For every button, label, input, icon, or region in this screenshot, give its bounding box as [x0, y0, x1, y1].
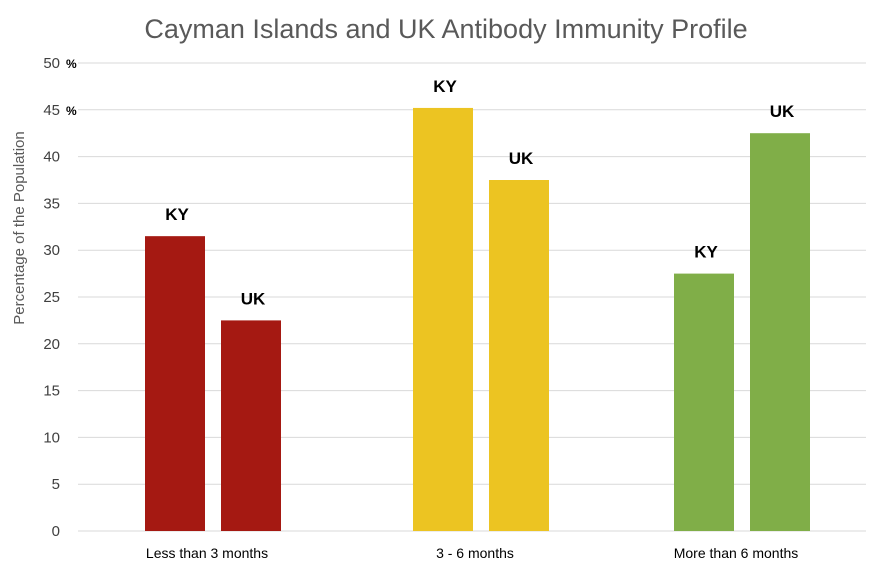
- bar-uk: [221, 320, 281, 531]
- x-category-label: 3 - 6 months: [436, 545, 514, 561]
- y-tick-unit: %: [66, 57, 77, 71]
- x-category-label: More than 6 months: [674, 545, 799, 561]
- bar-ky: [413, 107, 473, 531]
- chart-title: Cayman Islands and UK Antibody Immunity …: [144, 14, 747, 44]
- bar-label: UK: [770, 102, 795, 121]
- bar-ky: [674, 273, 734, 531]
- y-tick-unit: %: [66, 104, 77, 118]
- bar-label: KY: [165, 205, 189, 224]
- y-tick-label: 10: [43, 429, 60, 446]
- bar-ky: [145, 236, 205, 531]
- x-axis-categories: Less than 3 months 3 - 6 months More than …: [146, 545, 798, 561]
- y-tick-label: 5: [52, 476, 60, 493]
- y-tick-label: 15: [43, 383, 60, 400]
- y-tick-label: 0: [52, 523, 60, 540]
- bar-label: UK: [241, 289, 266, 308]
- y-tick-label: 45: [43, 102, 60, 119]
- bar-label: KY: [433, 77, 457, 96]
- y-axis-label: Percentage of the Population: [11, 131, 28, 324]
- bar-uk: [489, 180, 549, 531]
- bars: KY UK KY UK KY UK: [145, 77, 810, 531]
- y-tick-label: 25: [43, 289, 60, 306]
- bar-label: UK: [509, 149, 534, 168]
- y-tick-label: 35: [43, 195, 60, 212]
- bar-uk: [750, 133, 810, 531]
- y-tick-label: 40: [43, 149, 60, 166]
- y-tick-label: 30: [43, 242, 60, 259]
- y-tick-label: 50: [43, 55, 60, 72]
- x-category-label: Less than 3 months: [146, 545, 268, 561]
- y-axis-ticks: 0 5 10 15 20 25 30 35 40 45 % 50%: [43, 55, 77, 540]
- y-tick-label: 20: [43, 336, 60, 353]
- bar-label: KY: [694, 243, 718, 262]
